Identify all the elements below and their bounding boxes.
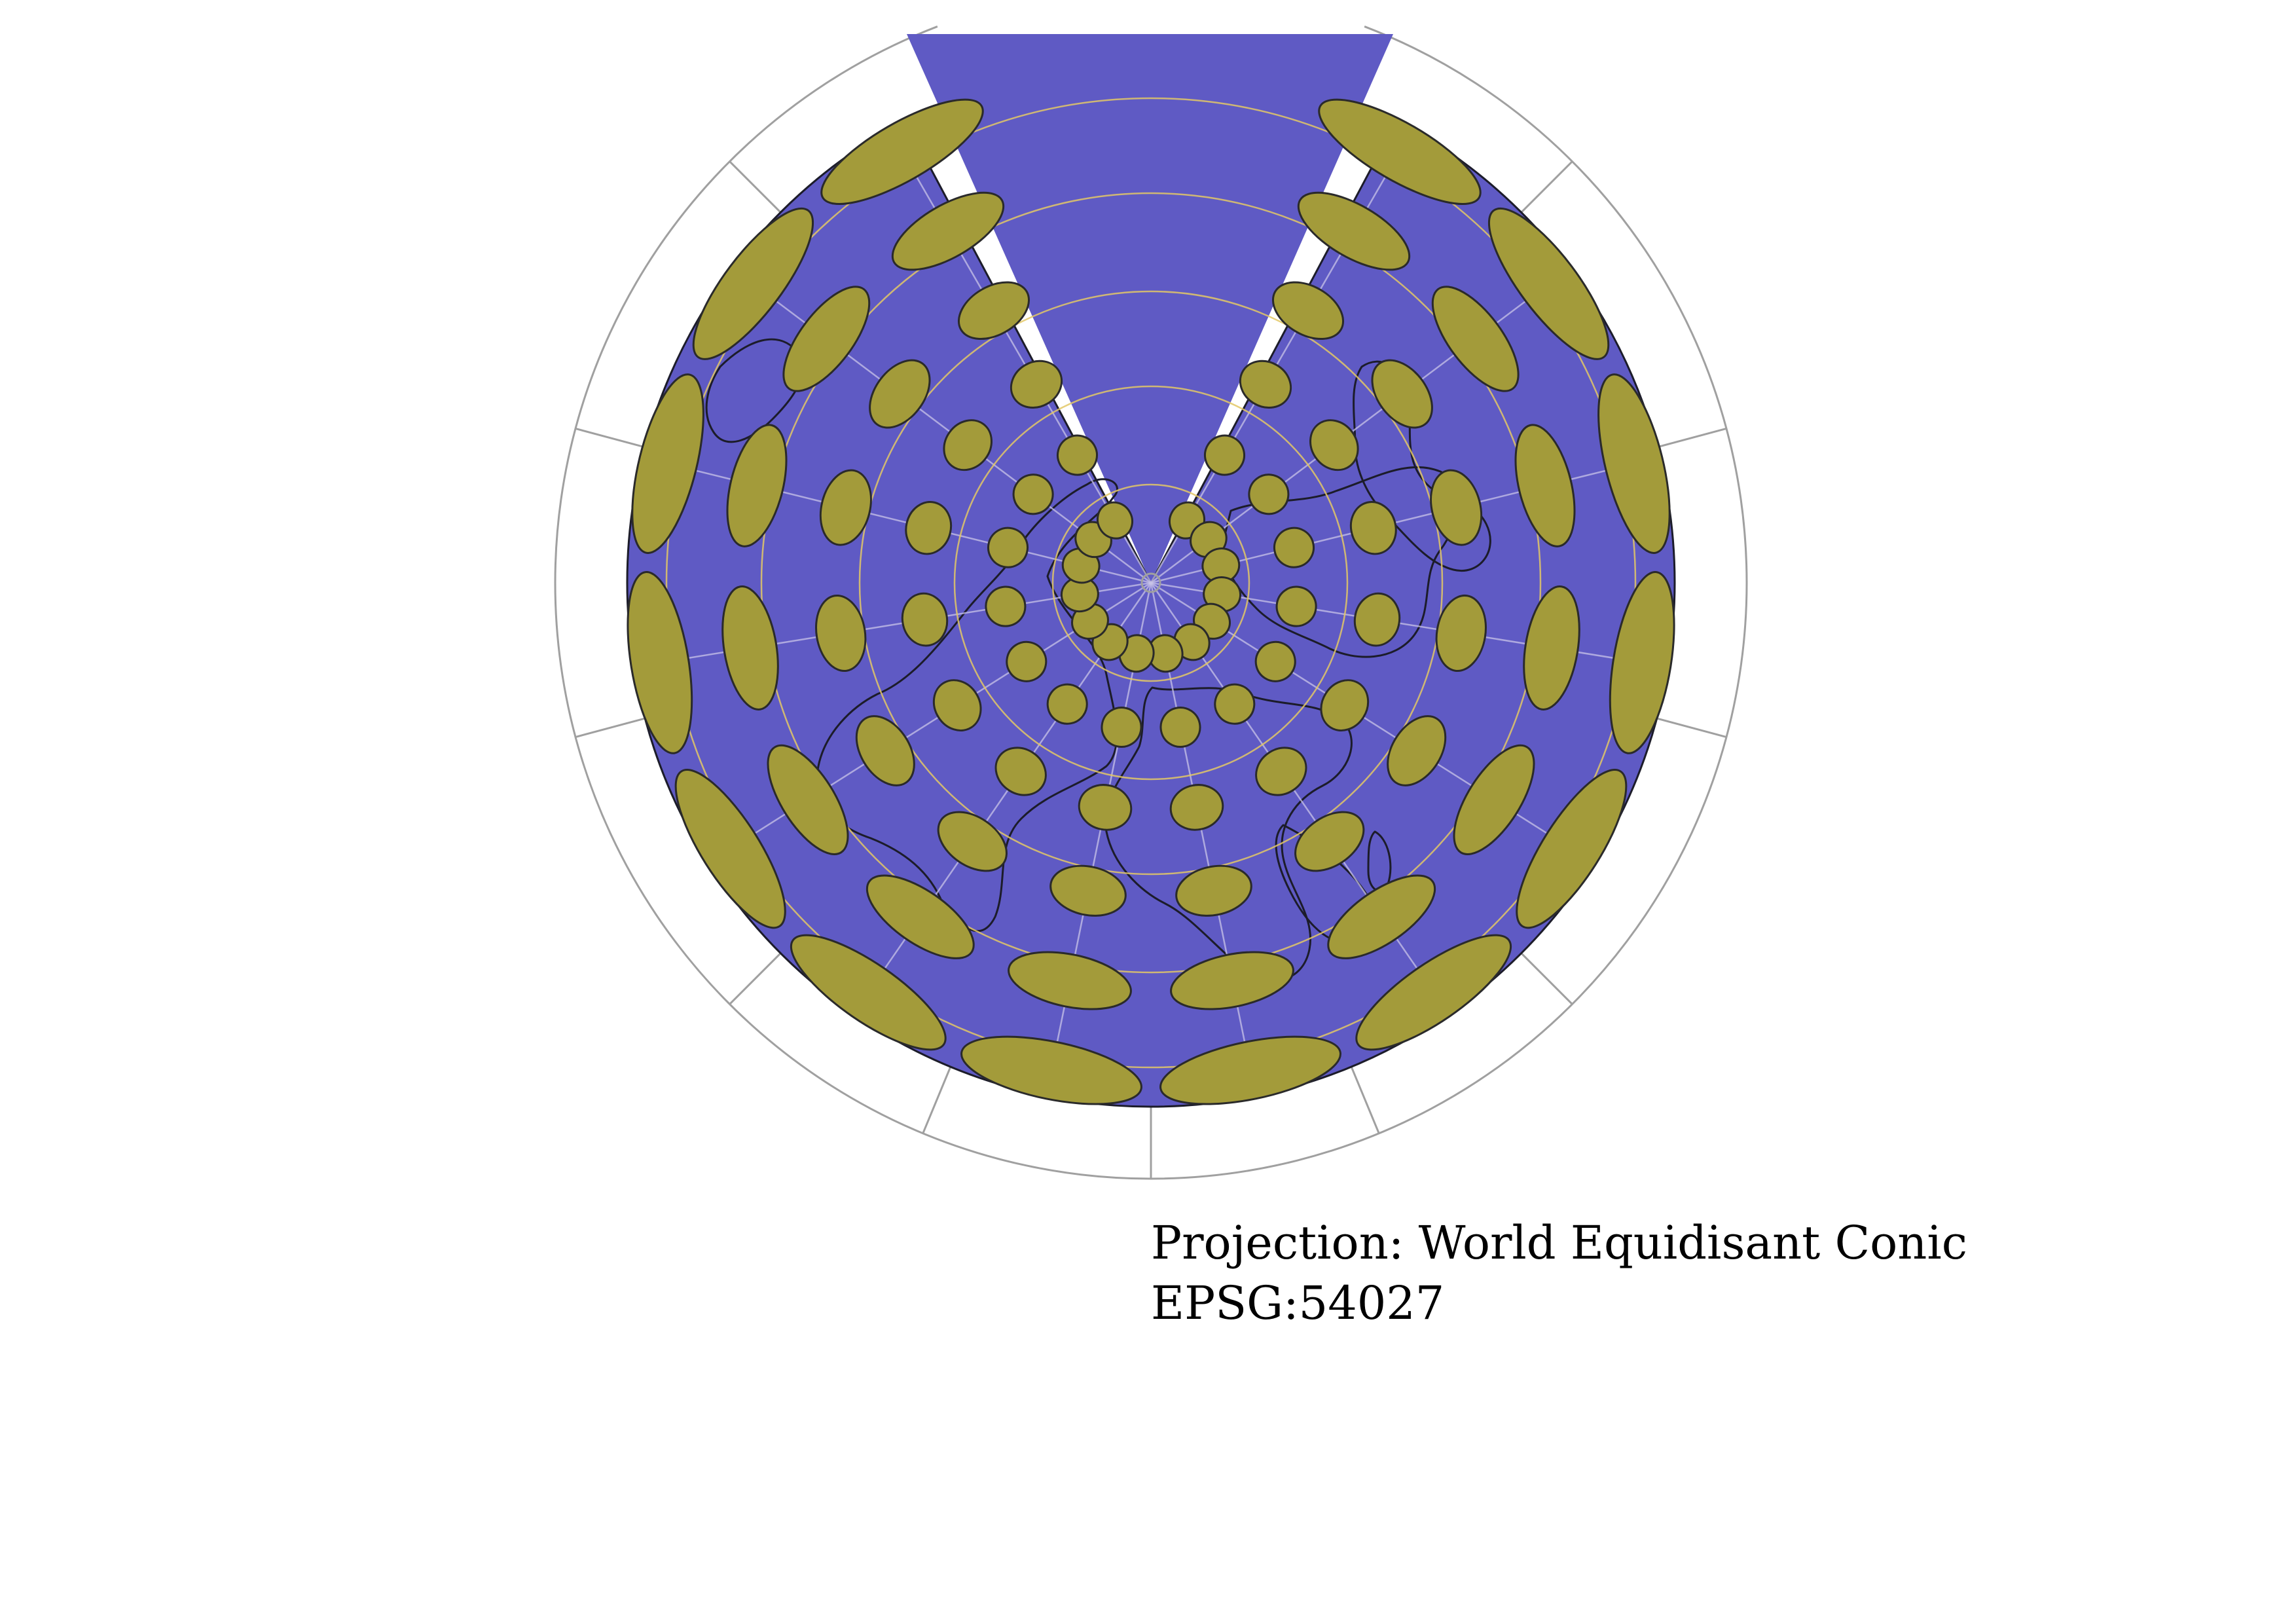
tissot-ellipse	[1514, 424, 1576, 547]
tissot-ellipse	[1309, 419, 1359, 471]
tissot-ellipse	[1255, 747, 1307, 796]
tissot-ellipse	[1214, 683, 1256, 725]
parallel-circle	[858, 290, 1444, 876]
tissot-ellipse	[901, 592, 949, 647]
tissot-ellipse	[1453, 744, 1535, 855]
tissot-ellipse	[994, 747, 1047, 796]
frame-tick	[1347, 1059, 1380, 1134]
tissot-ellipse	[1078, 784, 1133, 831]
tissot-ellipse	[1516, 769, 1628, 929]
tissot-ellipse	[1371, 359, 1433, 429]
frame-tick	[1649, 715, 1727, 738]
frame-tick	[922, 1059, 955, 1134]
tissot-ellipse	[631, 373, 704, 554]
tissot-ellipse	[627, 571, 693, 754]
tissot-ellipse	[1431, 286, 1520, 392]
tissot-ellipse	[815, 594, 867, 673]
tissot-ellipse	[726, 424, 788, 547]
tissot-ellipse	[891, 191, 1005, 271]
tissot-ellipse	[905, 501, 953, 555]
projection-name: Projection: World Equidisant Conic	[1151, 1216, 1967, 1270]
tissot-ellipse	[960, 1035, 1142, 1105]
tissot-ellipse	[1057, 434, 1098, 476]
tissot-ellipse	[1248, 473, 1290, 515]
frame-tick	[1515, 160, 1573, 219]
tissot-indicatrices	[627, 98, 1675, 1105]
tissot-ellipse	[866, 874, 975, 959]
tissot-ellipse	[1430, 469, 1483, 546]
tissot-ellipse	[1169, 784, 1224, 831]
tissot-ellipse	[1275, 585, 1317, 627]
tissot-ellipse	[932, 679, 982, 731]
tissot-ellipse	[1096, 501, 1134, 540]
outer-graticule-frame	[554, 26, 1748, 1180]
epsg-code: EPSG:54027	[1151, 1276, 1445, 1330]
tissot-ellipse	[1597, 373, 1671, 554]
frame-tick	[729, 160, 787, 219]
frame-tick	[1649, 428, 1727, 451]
coastline-outline	[1222, 466, 1459, 658]
tissot-ellipse	[1046, 683, 1088, 725]
tissot-ellipse	[937, 811, 1008, 872]
frame-arc	[554, 26, 1748, 1180]
tissot-ellipse	[987, 526, 1029, 568]
parallel-circle	[953, 385, 1349, 781]
tissot-ellipse	[943, 419, 993, 471]
parallel-circle	[760, 192, 1542, 974]
tissot-ellipse	[1320, 679, 1370, 731]
frame-tick	[575, 428, 653, 451]
tissot-ellipse	[1318, 98, 1482, 205]
tissot-ellipse	[1294, 811, 1365, 872]
tissot-ellipse	[1159, 1035, 1341, 1105]
tissot-ellipse	[674, 769, 786, 929]
tissot-ellipse	[1487, 207, 1610, 360]
tissot-ellipse	[1204, 434, 1245, 476]
tissot-ellipse	[1297, 191, 1411, 271]
tissot-ellipse	[957, 281, 1030, 341]
tissot-ellipse	[1010, 360, 1063, 409]
tissot-ellipse	[819, 469, 872, 546]
tissot-ellipse	[1006, 640, 1048, 682]
tissot-ellipse	[1523, 585, 1580, 710]
tissot-ellipse	[767, 744, 849, 855]
tissot-ellipse	[1101, 706, 1142, 748]
tissot-ellipse	[1435, 594, 1487, 673]
tissot-ellipse	[1353, 592, 1401, 647]
frame-tick	[729, 947, 787, 1005]
tissot-ellipse	[721, 585, 779, 710]
tissot-ellipse	[869, 359, 931, 429]
tissot-ellipse	[1349, 501, 1397, 555]
north-pole-marker	[1140, 572, 1161, 593]
parallel-circle	[1051, 483, 1250, 682]
tissot-ellipse	[855, 715, 915, 786]
tissot-ellipse	[1175, 864, 1252, 917]
parallel-circle	[665, 97, 1637, 1069]
tissot-ellipse	[985, 585, 1027, 627]
tissot-ellipse	[1271, 281, 1345, 341]
coastline-outline	[705, 338, 804, 443]
tissot-ellipse	[1012, 473, 1054, 515]
tissot-ellipse	[1387, 715, 1447, 786]
tissot-ellipse	[1273, 526, 1315, 568]
tissot-ellipse	[1159, 707, 1201, 748]
tissot-ellipse	[1327, 874, 1436, 959]
tissot-ellipse	[692, 207, 814, 360]
frame-tick	[1515, 947, 1573, 1005]
tissot-ellipse	[790, 934, 947, 1051]
tissot-ellipse	[1049, 864, 1127, 917]
tissot-ellipse	[1170, 951, 1294, 1010]
projection-cut-wedge	[907, 34, 1393, 583]
tissot-ellipse	[1239, 360, 1292, 409]
tissot-ellipse	[1609, 571, 1675, 754]
tissot-ellipse	[782, 286, 871, 392]
tissot-ellipse	[1254, 640, 1296, 682]
tissot-ellipse	[1355, 934, 1512, 1051]
frame-tick	[575, 715, 653, 738]
tissot-ellipse	[820, 98, 984, 205]
tissot-ellipse	[1008, 951, 1132, 1010]
projection-caption: Projection: World Equidisant Conic EPSG:…	[1151, 1213, 1967, 1333]
